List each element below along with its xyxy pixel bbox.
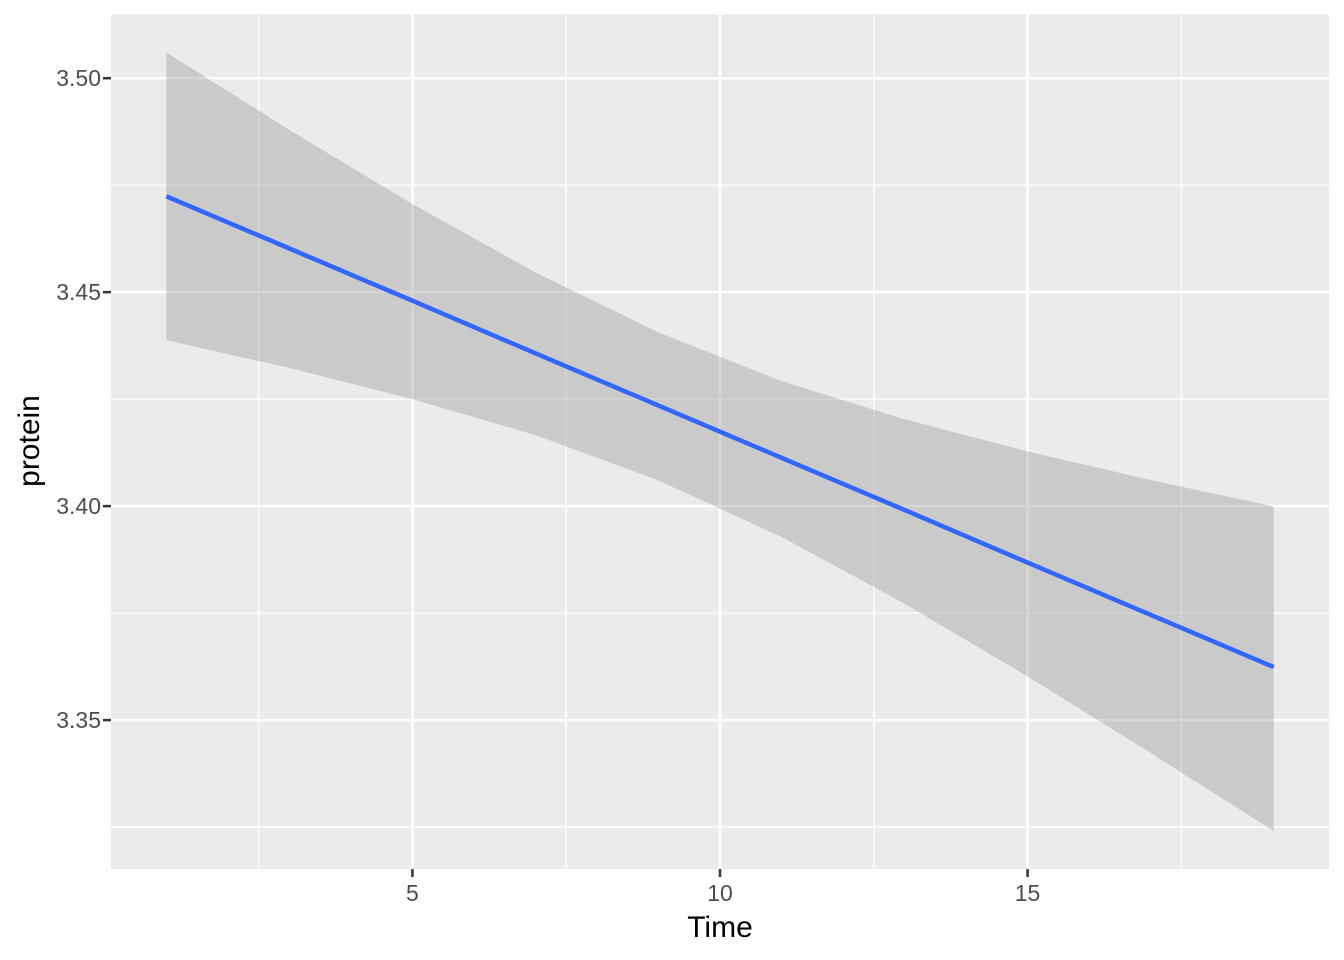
- y-tick-label: 3.35: [56, 707, 101, 734]
- y-axis-title: protein: [13, 395, 46, 487]
- confidence-ribbon: [166, 52, 1274, 831]
- x-tick-label: 5: [406, 880, 419, 906]
- x-tick-label: 15: [1014, 880, 1041, 906]
- y-tick-label: 3.40: [56, 493, 101, 520]
- regression-line: [165, 194, 1275, 670]
- y-tick-label: 3.50: [56, 65, 101, 92]
- y-tick-label: 3.45: [56, 279, 101, 306]
- x-tick-label: 10: [707, 880, 733, 906]
- x-axis-title: Time: [687, 911, 753, 944]
